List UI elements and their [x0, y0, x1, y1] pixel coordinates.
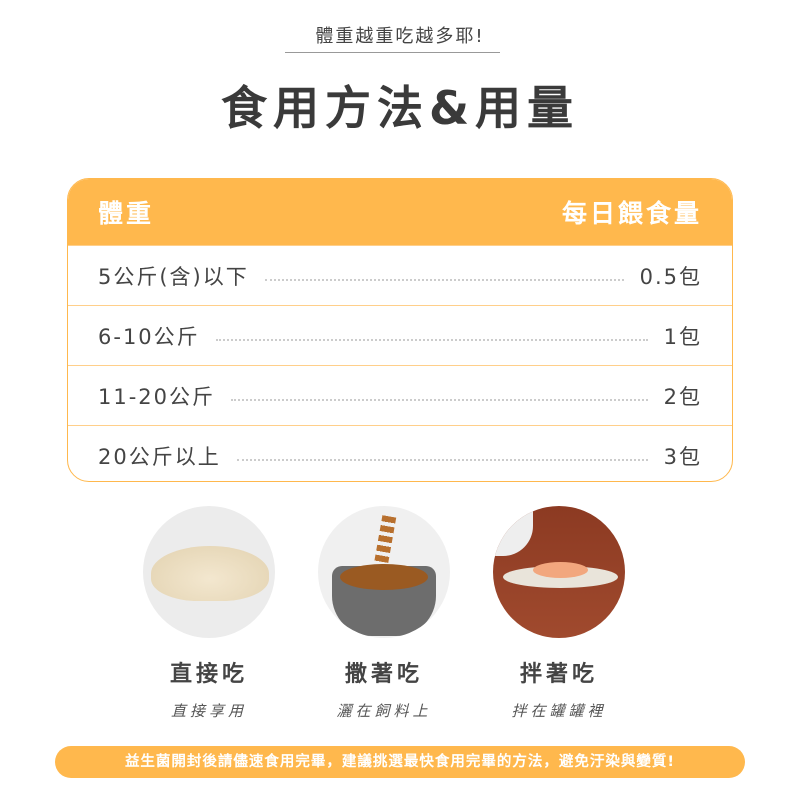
- amount-cell: 1包: [663, 324, 702, 349]
- notice-banner: 益生菌開封後請儘速食用完畢，建議挑選最快食用完畢的方法，避免汙染與變質!: [55, 746, 745, 778]
- weight-cell: 6-10公斤: [98, 324, 200, 349]
- method-label: 拌著吃: [519, 662, 598, 687]
- table-row: 5公斤(含)以下 0.5包: [68, 245, 732, 305]
- amount-cell: 2包: [663, 384, 702, 409]
- page-title: 食用方法&用量: [220, 81, 580, 135]
- dot-leader: [215, 338, 648, 341]
- method-note: 直接享用: [170, 702, 247, 720]
- method-direct: 直接吃 直接享用: [129, 506, 289, 721]
- method-label: 直接吃: [169, 662, 248, 687]
- dot-leader: [231, 398, 648, 401]
- method-note: 拌在罐罐裡: [511, 702, 607, 720]
- table-row: 11-20公斤 2包: [68, 365, 732, 425]
- weight-cell: 20公斤以上: [98, 444, 221, 469]
- table-row: 6-10公斤 1包: [68, 305, 732, 365]
- dot-leader: [236, 458, 648, 461]
- kibble-bowl-image: [318, 506, 450, 638]
- table-row: 20公斤以上 3包: [68, 425, 732, 481]
- method-mix: 拌著吃 拌在罐罐裡: [479, 506, 639, 721]
- weight-cell: 5公斤(含)以下: [98, 264, 249, 289]
- amount-cell: 0.5包: [639, 264, 702, 289]
- method-label: 撒著吃: [344, 662, 423, 687]
- wet-food-plate-image: [493, 506, 625, 638]
- header-amount: 每日餵食量: [561, 199, 702, 228]
- subtitle: 體重越重吃越多耶!: [315, 26, 485, 47]
- weight-cell: 11-20公斤: [98, 384, 216, 409]
- method-sprinkle: 撒著吃 灑在飼料上: [304, 506, 464, 721]
- table-header: 體重 每日餵食量: [68, 179, 732, 245]
- amount-cell: 3包: [663, 444, 702, 469]
- header-weight: 體重: [98, 199, 155, 228]
- dosage-table: 體重 每日餵食量 5公斤(含)以下 0.5包 6-10公斤 1包 11-20公斤 2包…: [67, 178, 733, 482]
- dot-leader: [264, 278, 624, 281]
- method-note: 灑在飼料上: [336, 702, 432, 720]
- subtitle-underline: [285, 52, 500, 53]
- powder-pile-image: [143, 506, 275, 638]
